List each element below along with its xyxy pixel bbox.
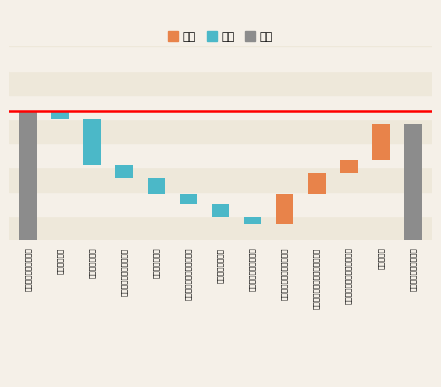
Bar (308, 173, 325, 194)
Bar (9, 70, 432, 95)
Bar (276, 194, 293, 224)
Bar (83, 119, 101, 165)
Bar (340, 160, 358, 173)
Bar (404, 124, 422, 240)
Bar (9, 192, 432, 216)
Bar (372, 124, 390, 160)
Bar (9, 22, 432, 46)
Bar (244, 217, 262, 224)
Bar (9, 95, 432, 119)
Bar (116, 165, 133, 178)
Bar (179, 194, 197, 204)
Bar (9, 216, 432, 240)
Bar (9, 119, 432, 143)
Bar (9, 167, 432, 192)
Bar (51, 111, 69, 119)
Bar (9, 143, 432, 167)
Bar (19, 111, 37, 240)
Bar (148, 178, 165, 194)
Bar (9, 46, 432, 70)
Bar (212, 204, 229, 217)
Legend: 増加, 減少, 合計: 増加, 減少, 合計 (164, 27, 277, 46)
